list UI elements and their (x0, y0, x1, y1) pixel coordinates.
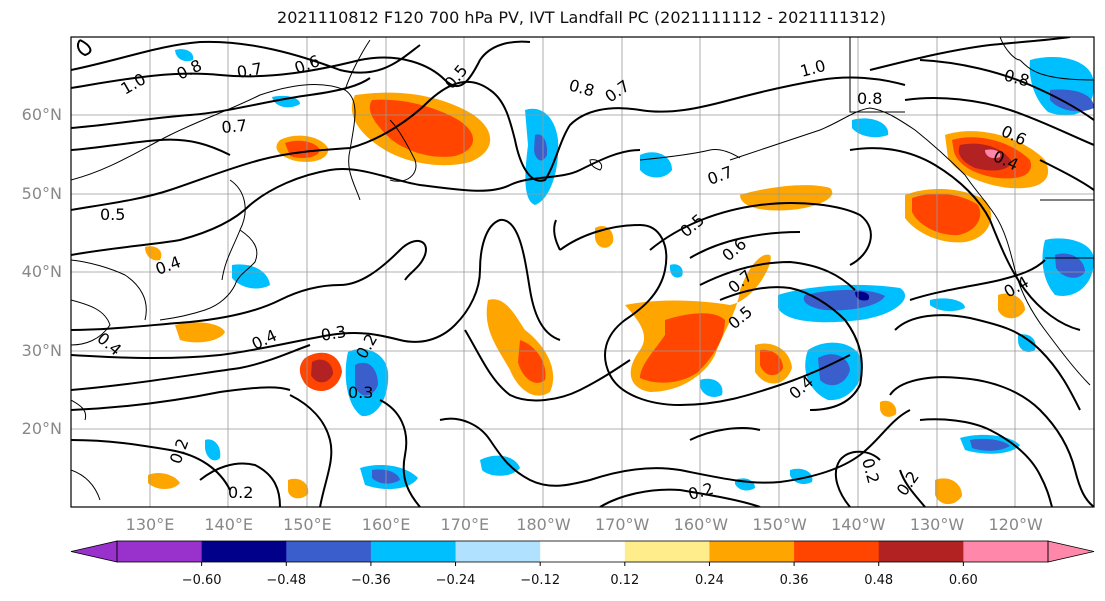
contour-label: 0.5 (100, 205, 125, 224)
latitude-label: 20°N (21, 419, 62, 438)
colorbar-tick-label: −0.48 (266, 573, 307, 588)
colorbar-swatch (117, 541, 203, 562)
colorbar-swatch (624, 541, 710, 562)
contour-label: 0.7 (235, 59, 263, 82)
colorbar-extend-max (1047, 540, 1095, 563)
colorbar-tick-label: −0.60 (181, 573, 222, 588)
longitude-label: 130°W (909, 515, 965, 534)
latitude-label: 50°N (21, 183, 62, 203)
colorbar-tick-label: 0.60 (948, 573, 978, 588)
colorbar-tick-label: 0.36 (779, 573, 809, 588)
contour-label: 0.8 (857, 89, 882, 108)
longitude-label: 120°W (988, 515, 1043, 534)
colorbar-swatch (370, 541, 457, 562)
map-title: 2021110812 F120 700 hPa PV, IVT Landfall… (277, 8, 886, 27)
contour-label: 0.2 (228, 483, 253, 502)
contour-label: 0.7 (221, 116, 248, 137)
colorbar-swatch (286, 541, 372, 562)
longitude-label: 130°E (125, 515, 175, 534)
contour-label: 0.3 (319, 322, 347, 345)
colorbar-extend-min (70, 540, 118, 563)
map-border (70, 36, 1095, 508)
colorbar-swatch (201, 541, 287, 562)
longitude-label: 160°W (673, 515, 729, 534)
longitude-label: 150°W (752, 515, 807, 534)
coastlines (71, 37, 1094, 501)
longitude-label: 140°E (204, 515, 254, 534)
latitude-label: 30°N (21, 340, 62, 360)
longitude-label: 180°W (516, 515, 571, 534)
colorbar-tick-label: −0.24 (435, 573, 476, 588)
longitude-label: 160°E (361, 515, 411, 534)
longitude-label: 170°E (440, 515, 490, 534)
colorbar-swatch (963, 541, 1049, 562)
colorbar-tick-label: 0.24 (694, 573, 724, 588)
colorbar-swatch (540, 541, 626, 562)
longitude-label: 170°W (595, 515, 650, 534)
colorbar-swatch (878, 541, 964, 562)
contour-label: 0.3 (348, 383, 373, 402)
latitude-label: 40°N (21, 262, 62, 281)
colorbar-tick-label: −0.12 (520, 573, 561, 588)
negative-anomaly-shading (175, 49, 1094, 491)
latitude-label: 60°N (21, 105, 62, 124)
colorbar-outline (116, 540, 1049, 563)
colorbar-tick-label: −0.36 (350, 573, 391, 588)
colorbar-tick-label: 0.12 (610, 573, 640, 588)
colorbar (70, 540, 1095, 566)
colorbar-swatch (709, 541, 795, 562)
colorbar-swatch (455, 541, 541, 562)
positive-anomaly-shading (145, 92, 1049, 505)
longitude-label: 140°W (831, 515, 886, 534)
colorbar-tick-label: 0.48 (864, 573, 894, 588)
pv-contours (71, 37, 1094, 507)
colorbar-swatch (794, 541, 880, 562)
longitude-label: 150°E (283, 515, 332, 534)
